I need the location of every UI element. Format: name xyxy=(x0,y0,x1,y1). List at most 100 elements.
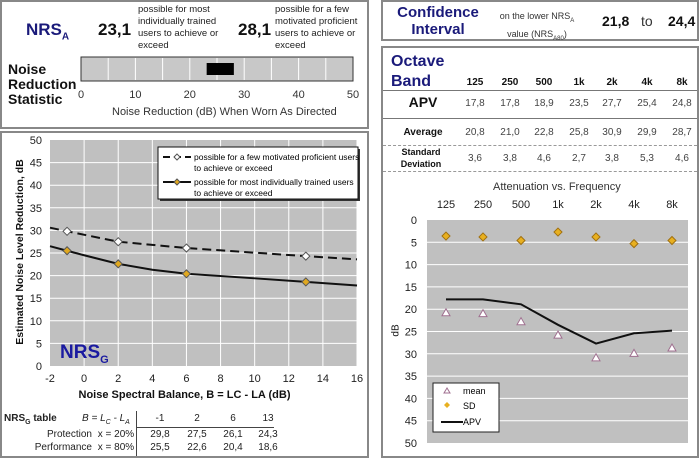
apv-line xyxy=(446,298,673,345)
x-tick-label: 12 xyxy=(283,373,295,385)
y-tick-label: 40 xyxy=(30,180,42,192)
legend-sd: SD xyxy=(463,401,476,411)
nrsa-high-value: 28,1 xyxy=(238,20,272,39)
divider xyxy=(383,90,697,91)
legend-label: to achieve or exceed xyxy=(194,163,273,173)
mean-marker xyxy=(591,352,601,362)
table-cell: 26,1 xyxy=(223,429,243,440)
legend-label: possible for most individually trained u… xyxy=(194,177,354,187)
confidence-desc-line2: value (NRS xyxy=(507,28,554,39)
confidence-low: 21,8 xyxy=(602,13,630,29)
column-header: 13 xyxy=(262,413,274,424)
y-tick-label: 45 xyxy=(30,158,42,170)
y-tick-label: 35 xyxy=(30,203,42,215)
nrsg-x-axis-title: Noise Spectral Balance, B = LC - LA (dB) xyxy=(78,389,291,401)
nrsa-range-bar xyxy=(206,63,234,75)
legend-mean: mean xyxy=(463,386,486,396)
sd-marker xyxy=(629,238,639,249)
row-label: Protection xyxy=(46,429,92,440)
table-cell: 22,6 xyxy=(187,442,207,453)
nrsg-table-title-main: NRS xyxy=(4,413,26,424)
row-label: Average xyxy=(403,127,443,138)
y-tick-label: 10 xyxy=(405,260,417,272)
divider xyxy=(383,145,697,146)
y-tick-label: 50 xyxy=(30,135,42,147)
protection-marker xyxy=(113,236,123,247)
b-sub2: A xyxy=(125,419,130,426)
row-x: x = 80% xyxy=(97,442,135,453)
table-cell: 25,5 xyxy=(150,442,170,453)
confidence-desc: on the lower NRSA value (NRSA80) xyxy=(495,10,579,46)
x-tick-label: 1k xyxy=(552,199,564,211)
nrsa-label-text: NRS xyxy=(26,20,62,39)
table-cell: 17,8 xyxy=(465,98,485,109)
band-header: 4k xyxy=(641,77,653,88)
nrsg-label-sub: G xyxy=(100,353,109,366)
x-tick-label: 16 xyxy=(351,373,363,385)
nrsa-panel: NRSA 23,1 possible for most individually… xyxy=(0,0,369,129)
divider xyxy=(383,118,697,119)
table-cell: 3,6 xyxy=(468,153,482,164)
band-header: 2k xyxy=(606,77,618,88)
protection-marker xyxy=(181,243,192,253)
legend-apv: APV xyxy=(463,417,481,427)
axis-tick-label: 0 xyxy=(78,89,84,101)
legend-marker-icon xyxy=(173,153,181,161)
y-tick-label: 30 xyxy=(30,225,42,237)
x-tick-label: 10 xyxy=(249,373,261,385)
nrsg-table-title-end: table xyxy=(30,413,57,424)
nrsg-table-title-sub: G xyxy=(25,419,31,426)
protection-marker xyxy=(301,251,311,261)
row-label: Standard Deviation xyxy=(400,147,442,169)
x-tick-label: 2k xyxy=(590,199,602,211)
band-header: 125 xyxy=(466,77,484,88)
x-tick-label: 250 xyxy=(474,199,492,211)
y-tick-label: 0 xyxy=(36,361,42,373)
axis-tick-label: 40 xyxy=(292,89,304,101)
axis-tick-label: 20 xyxy=(184,89,196,101)
table-cell: 23,5 xyxy=(569,98,589,109)
table-cell: 17,8 xyxy=(500,98,520,109)
y-tick-label: 5 xyxy=(36,338,42,350)
nrsg-y-axis-title: Estimated Noise Level Reduction, dB xyxy=(14,159,26,345)
column-header: 2 xyxy=(194,413,200,424)
y-tick-label: 45 xyxy=(405,416,417,428)
performance-marker xyxy=(62,246,72,256)
y-tick-label: 10 xyxy=(30,316,42,328)
y-tick-label: 15 xyxy=(405,282,417,294)
nrsa-low-value: 23,1 xyxy=(98,20,132,39)
table-cell: 5,3 xyxy=(640,153,654,164)
mean-marker xyxy=(478,308,488,318)
y-tick-label: 25 xyxy=(30,248,42,260)
divider xyxy=(383,171,697,172)
nrsa-high-desc: possible for a few motivated proficient … xyxy=(275,4,358,51)
table-cell: 25,4 xyxy=(637,98,657,109)
y-tick-label: 5 xyxy=(411,237,417,249)
row-label: APV xyxy=(408,94,438,110)
table-cell: 24,3 xyxy=(258,429,278,440)
nrsa-axis-title: Noise Reduction (dB) When Worn As Direct… xyxy=(112,106,337,118)
confidence-desc-end: ) xyxy=(563,28,567,39)
legend-label: to achieve or exceed xyxy=(194,188,273,198)
mean-marker xyxy=(667,342,677,352)
x-tick-label: 14 xyxy=(317,373,329,385)
band-header: 500 xyxy=(535,77,553,88)
confidence-desc-sub2: A80 xyxy=(553,35,564,42)
octave-title: Octave Band xyxy=(391,53,445,90)
legend-marker-icon xyxy=(173,178,181,186)
nrsg-table-b-label: B = LC - LA xyxy=(82,413,130,426)
table-cell: 2,7 xyxy=(572,153,586,164)
attenuation-chart: 0 5 10 15 20 25 30 35 40 45 50 125 250 500 1k 2k 4k 8k mea… xyxy=(405,199,688,450)
confidence-desc-line1: on the lower NRS xyxy=(499,11,571,21)
table-cell: 27,5 xyxy=(187,429,207,440)
y-tick-label: 35 xyxy=(405,371,417,383)
table-cell: 21,0 xyxy=(500,127,520,138)
mean-marker xyxy=(441,307,451,317)
y-tick-label: 50 xyxy=(405,438,417,450)
x-tick-label: -2 xyxy=(45,373,55,385)
sd-marker xyxy=(667,235,677,246)
column-header: 6 xyxy=(230,413,236,424)
nrsa-label: NRSA xyxy=(26,20,69,42)
legend-sd-icon xyxy=(444,402,450,408)
confidence-panel: Confidence Interval on the lower NRSA va… xyxy=(381,0,699,42)
